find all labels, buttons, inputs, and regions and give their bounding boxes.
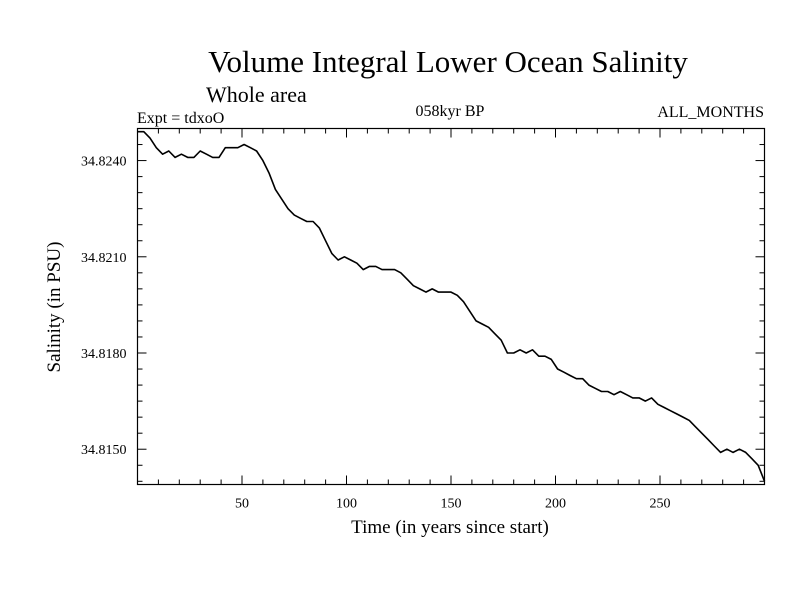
experiment-label: Expt = tdxoO — [137, 110, 224, 127]
x-tick-label: 100 — [336, 497, 357, 512]
months-label: ALL_MONTHS — [657, 104, 764, 121]
chart-subtitle: Whole area — [206, 82, 307, 107]
x-axis-label: Time (in years since start) — [351, 517, 549, 538]
x-tick-label: 50 — [235, 497, 249, 512]
period-label: 058kyr BP — [416, 103, 485, 120]
x-axis-tick-labels: 50 100 150 200 250 — [235, 497, 671, 512]
y-axis-label: Salinity (in PSU) — [44, 242, 65, 373]
y-tick-label: 34.8180 — [81, 347, 127, 362]
y-tick-label: 34.8150 — [81, 443, 127, 458]
salinity-series-line — [137, 130, 766, 482]
y-axis-tick-labels: 34.8150 34.8180 34.8210 34.8240 — [81, 155, 127, 459]
x-axis-ticks — [157, 128, 745, 485]
plot-frame — [136, 127, 766, 486]
x-tick-label: 200 — [545, 497, 566, 512]
y-tick-label: 34.8210 — [81, 251, 127, 266]
chart-title: Volume Integral Lower Ocean Salinity — [208, 44, 688, 79]
y-tick-label: 34.8240 — [81, 155, 127, 170]
x-tick-label: 250 — [650, 497, 671, 512]
x-tick-label: 150 — [441, 497, 462, 512]
y-axis-ticks — [137, 128, 765, 482]
